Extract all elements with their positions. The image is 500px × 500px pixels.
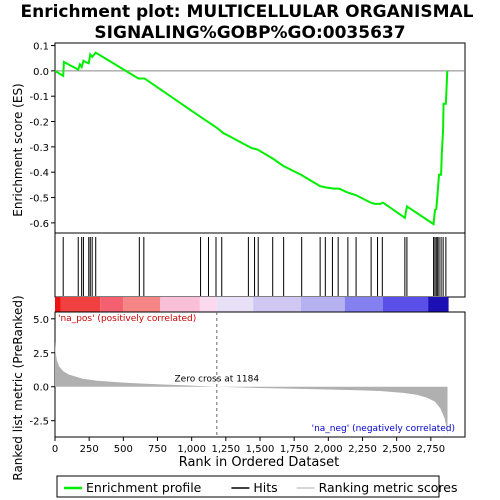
x-tick-label: 750 xyxy=(148,444,167,455)
rank-x-axis: 0 250 500 750 1,000 1,250 1,500 1,750 2,000 2,250… xyxy=(52,437,445,455)
ranked-list-color-bar xyxy=(55,297,449,312)
color-bar-segment xyxy=(216,297,254,312)
rank-y-tick-label: 5.0 xyxy=(33,315,49,326)
positive-label: 'na_pos' (positively correlated) xyxy=(58,314,196,324)
es-y-tick-label: -0.5 xyxy=(29,194,49,205)
es-y-tick-label: -0.1 xyxy=(29,92,49,103)
x-tick-label: 2,250 xyxy=(348,444,377,455)
enrichment-profile-line xyxy=(54,51,449,226)
color-bar-segment xyxy=(123,297,161,312)
color-bar-segment xyxy=(160,297,200,312)
color-bar-segment xyxy=(60,297,101,312)
ranking-metric-area xyxy=(55,340,448,435)
es-y-axis: 0.1 0.0 -0.1 -0.2 -0.3 -0.4 -0.5 -0.6 xyxy=(29,42,55,230)
legend: Enrichment profile Hits Ranking metric sco… xyxy=(64,480,457,495)
legend-label: Ranking metric scores xyxy=(319,480,458,495)
rank-y-axis: 5.0 2.5 0.0 -2.5 xyxy=(29,315,55,428)
chart-title-line2: SIGNALING%GOBP%GO:0035637 xyxy=(94,23,405,43)
es-y-tick-label: 0.1 xyxy=(33,42,49,53)
x-tick-label: 2,500 xyxy=(382,444,411,455)
color-bar-segment xyxy=(428,297,449,312)
color-bar-segment xyxy=(55,297,61,312)
es-panel-frame xyxy=(54,42,466,234)
es-y-tick-label: 0.0 xyxy=(33,67,49,78)
rank-panel-frame xyxy=(54,311,466,438)
x-tick-label: 1,500 xyxy=(246,444,275,455)
color-bar-segment xyxy=(301,297,345,312)
chart-title-line1: Enrichment plot: MULTICELLULAR ORGANISMA… xyxy=(21,2,474,22)
x-tick-label: 2,750 xyxy=(417,444,446,455)
rank-y-tick-label: -2.5 xyxy=(29,417,49,428)
x-tick-label: 1,250 xyxy=(212,444,241,455)
x-tick-label: 1,750 xyxy=(280,444,309,455)
color-bar-segment xyxy=(383,297,429,312)
es-y-tick-label: -0.2 xyxy=(29,118,49,129)
x-tick-label: 250 xyxy=(80,444,99,455)
es-y-tick-label: -0.6 xyxy=(29,219,49,230)
x-axis-label: Rank in Ordered Dataset xyxy=(179,455,340,470)
rank-y-axis-label: Ranked list metric (PreRanked) xyxy=(11,295,25,480)
x-tick-label: 2,000 xyxy=(314,444,343,455)
rank-y-tick-label: 2.5 xyxy=(33,349,49,360)
hits-panel-frame xyxy=(54,232,466,298)
x-tick-label: 500 xyxy=(114,444,133,455)
es-y-tick-label: -0.3 xyxy=(29,143,49,154)
color-bar-segment xyxy=(344,297,383,312)
color-bar-segment xyxy=(199,297,217,312)
color-bar-segment xyxy=(100,297,124,312)
legend-label: Hits xyxy=(253,480,277,495)
x-tick-label: 1,000 xyxy=(177,444,206,455)
legend-box xyxy=(56,475,440,498)
x-tick-label: 0 xyxy=(52,444,58,455)
color-bar-segment xyxy=(253,297,301,312)
legend-label: Enrichment profile xyxy=(86,480,202,495)
rank-y-tick-label: 0.0 xyxy=(33,383,49,394)
zero-cross-label: Zero cross at 1184 xyxy=(175,375,260,385)
es-y-axis-label: Enrichment score (ES) xyxy=(11,83,25,216)
es-y-tick-label: -0.4 xyxy=(29,168,49,179)
negative-label: 'na_neg' (negatively correlated) xyxy=(312,424,455,434)
hits-group xyxy=(62,237,447,296)
